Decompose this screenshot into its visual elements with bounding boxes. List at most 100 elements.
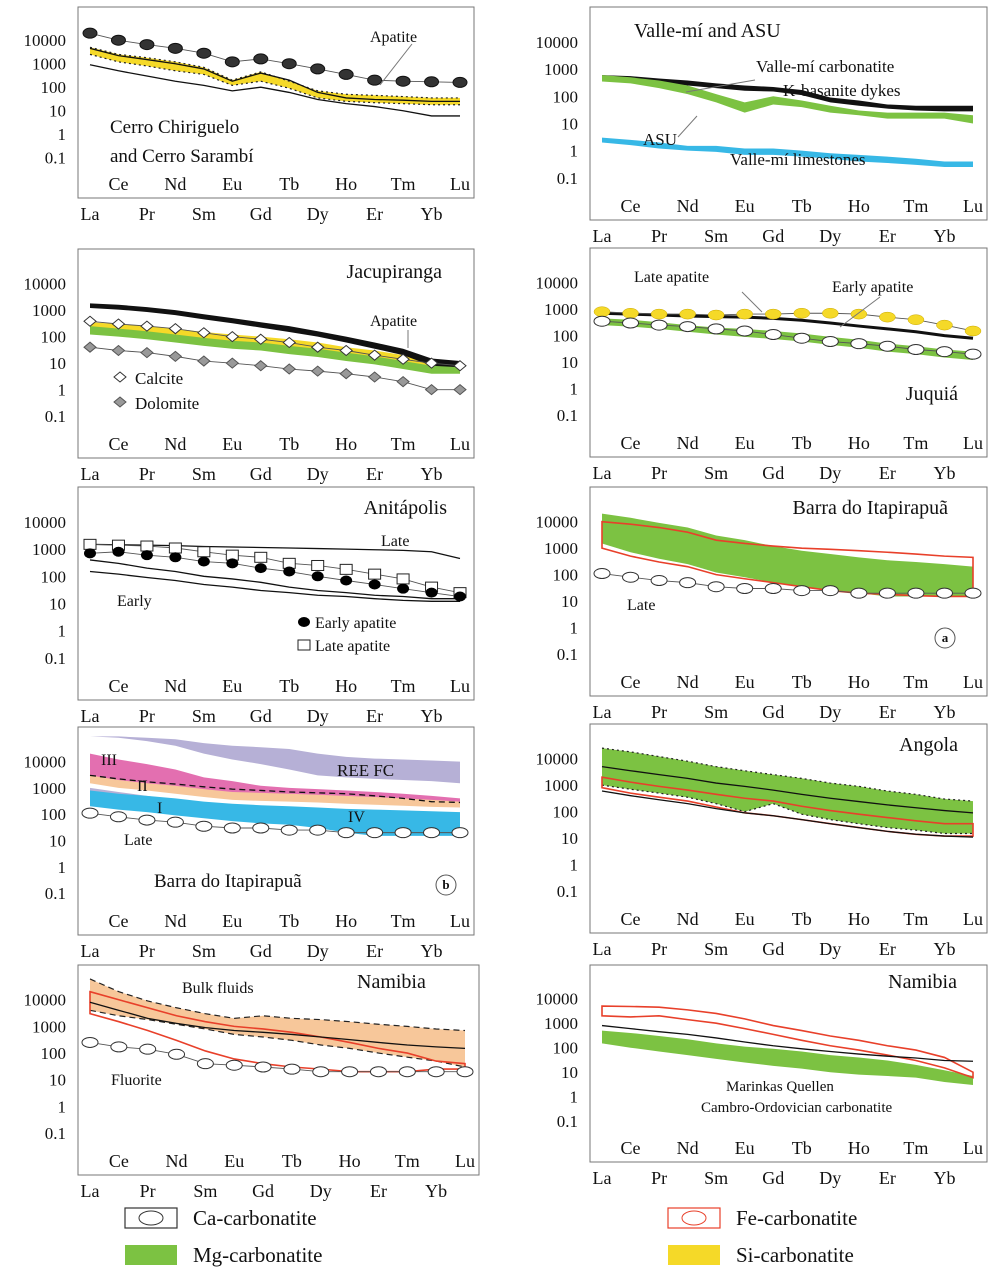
series-6-point-Dy (309, 824, 327, 836)
bulk-fluids-label: Bulk fluids (182, 980, 254, 997)
series-4-band (90, 790, 460, 836)
x-tick-label: Gd (762, 1168, 784, 1188)
x-tick-label: Er (879, 463, 896, 483)
ree-fc-label: REE FC (337, 761, 394, 780)
series-3-point-Er (878, 340, 896, 352)
series-4-point-Pr (140, 346, 154, 359)
x-tick-label: Lu (450, 174, 470, 194)
x-tick-label: Pr (139, 464, 155, 484)
x-tick-label: Pr (139, 941, 155, 961)
series-3-point-Tm (907, 344, 925, 355)
y-tick-label: 1 (58, 381, 67, 400)
series-3-point-Sm (196, 1058, 214, 1070)
y-tick-label: 1 (570, 380, 579, 399)
x-tick-label: Gd (762, 939, 784, 959)
legend-item-ca: Ca-carbonatite (124, 1206, 317, 1230)
series-2-point-Nd (679, 308, 696, 320)
x-tick-label: Eu (222, 174, 242, 194)
series-1-band (90, 326, 460, 374)
y-tick-label: 10 (49, 354, 66, 373)
x-tick-label: Dy (307, 204, 329, 224)
annotation-arrow (379, 43, 413, 86)
series-4-point-Ce (111, 344, 126, 357)
chart-barra_b: 10000 1000 100 10 1 0.1 La Ce Pr Nd Sm Eu Gd Tb Dy Ho Er… (24, 726, 475, 961)
x-tick-label: Lu (963, 672, 983, 692)
annotation-arrow (685, 79, 756, 93)
series-3-point-Dy (821, 336, 839, 348)
series-0-lower-edge (89, 53, 460, 106)
series-3-point-Yb (935, 346, 953, 358)
series-2-point-Yb (936, 319, 953, 331)
series-2-band (90, 303, 460, 368)
series-2-point-Tb (793, 307, 811, 319)
y-tick-label: 1 (58, 125, 67, 144)
series-3-point-Pr (140, 540, 154, 552)
x-tick-label: Tb (792, 196, 812, 216)
x-tick-label: Ce (621, 1138, 641, 1158)
y-tick-label: 1000 (544, 776, 578, 795)
x-tick-label: Sm (192, 941, 216, 961)
early-label: Early (117, 593, 152, 610)
x-tick-label: Ce (108, 911, 128, 931)
early-apatite-label: Early apatite (832, 279, 913, 296)
x-tick-label: Eu (222, 676, 242, 696)
series-4-point-Tm (397, 583, 410, 594)
x-tick-label: Nd (677, 433, 699, 453)
x-tick-label: Yb (933, 226, 955, 246)
series-3-point-Pr (140, 320, 154, 332)
series-0-band (602, 748, 973, 834)
series-4-point-Lu (454, 591, 466, 602)
plot-area (602, 75, 973, 167)
y-tick-label: 100 (41, 567, 67, 586)
series-4-point-Dy (310, 365, 325, 377)
y-tick-label: 100 (41, 328, 67, 347)
series-2-point-Lu (964, 587, 982, 599)
x-tick-label: Tb (279, 174, 299, 194)
series-3-point-La (83, 315, 97, 327)
x-tick-label: Nd (677, 196, 699, 216)
y-tick-label: 0.1 (45, 1124, 66, 1143)
y-tick-label: 1000 (32, 301, 66, 320)
series-3-point-Sm (197, 546, 211, 558)
x-tick-label: Lu (963, 433, 983, 453)
series-4-point-Eu (225, 357, 240, 369)
x-tick-label: Nd (166, 1151, 188, 1171)
series-4-point-Ho (339, 368, 353, 380)
series-6-point-Pr (138, 814, 156, 826)
series-4-point-Lu (453, 383, 467, 396)
series-6-point-La (81, 807, 99, 819)
series-2-point-Ho (850, 308, 868, 320)
x-tick-label: Sm (704, 939, 728, 959)
series-3-point-La (593, 315, 611, 327)
subtitle: Cambro-Ordovician carbonatite (701, 1100, 893, 1116)
series-4-point-Tb (283, 566, 296, 577)
series-6-point-Lu (451, 827, 469, 839)
series-1-point-Pr (139, 39, 155, 51)
x-tick-label: Sm (192, 706, 216, 726)
zone-label: I (157, 800, 162, 817)
x-tick-label: Dy (819, 939, 841, 959)
y-tick-label: 1000 (544, 1014, 578, 1033)
series-2-line (601, 1024, 974, 1062)
x-tick-label: Er (879, 1168, 896, 1188)
series-3-point-Tb (282, 336, 297, 349)
x-tick-label: La (81, 204, 100, 224)
series-1-point-Yb (424, 76, 440, 88)
panel-frame (589, 486, 988, 697)
y-tick-label: 10 (561, 114, 578, 133)
y-tick-label: 0.1 (45, 407, 66, 426)
series-4-point-Nd (168, 350, 183, 363)
x-tick-label: Pr (139, 204, 155, 224)
panel-frame (589, 247, 988, 458)
y-tick-label: 100 (553, 87, 579, 106)
x-tick-label: Pr (651, 1168, 667, 1188)
legend-marker-calcite (113, 371, 127, 383)
x-tick-label: Lu (450, 676, 470, 696)
legend-swatch-marker (138, 1210, 164, 1226)
series-3-point-Lu (456, 1066, 474, 1078)
series-6-point-Sm (195, 820, 213, 832)
y-tick-label: 1000 (544, 60, 578, 79)
y-tick-label: 10000 (24, 753, 67, 772)
chart-anit: 10000 1000 100 10 1 0.1 La Ce Pr Nd Sm Eu Gd Tb Dy Ho Er… (24, 486, 475, 726)
